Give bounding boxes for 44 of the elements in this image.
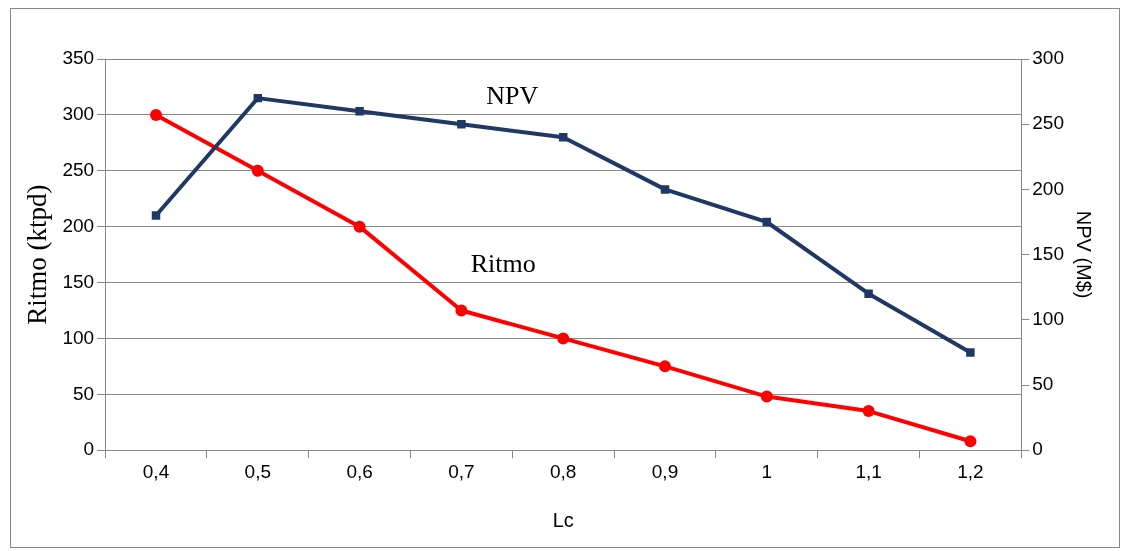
point: [355, 106, 364, 116]
y-tick-label: 250: [62, 159, 95, 181]
y2-tick-label: 0: [1032, 438, 1043, 460]
x-tick-label: 0,5: [244, 460, 272, 482]
y-tick-label: 50: [72, 382, 95, 404]
series-label: NPV: [486, 81, 539, 111]
y2-tick-label: 250: [1032, 112, 1064, 134]
y2-axis-title: NPV (M$): [1073, 210, 1096, 299]
y2-tick-label: 100: [1032, 308, 1064, 330]
y-tick-label: 300: [62, 103, 95, 125]
point: [964, 435, 977, 448]
x-tick-label: 0,7: [448, 460, 475, 482]
y2-tick-label: 200: [1032, 177, 1064, 199]
y-axis-title: Ritmo (ktpd): [22, 184, 53, 325]
point: [966, 348, 975, 357]
point: [457, 119, 466, 129]
series-label: Ritmo: [470, 249, 536, 279]
x-tick-label: 1: [761, 460, 773, 482]
y-tick-label: 350: [62, 47, 95, 69]
point: [660, 185, 670, 194]
point: [150, 108, 162, 121]
y2-tick-label: 50: [1032, 373, 1054, 395]
x-tick-label: 0,4: [142, 460, 170, 482]
y-tick-label: 100: [62, 326, 95, 348]
x-tick-label: 1,2: [957, 460, 984, 482]
x-tick-label: 0,6: [346, 460, 373, 482]
y2-tick-label: 300: [1032, 47, 1064, 69]
point: [760, 390, 773, 403]
x-tick-label: 0,8: [549, 460, 577, 482]
x-tick-label: 1,1: [855, 460, 882, 482]
x-tick-label: 0,9: [651, 460, 679, 482]
x-axis-title: Lc: [552, 508, 574, 531]
point: [659, 360, 671, 373]
y2-tick-label: 150: [1032, 242, 1064, 264]
y-tick-label: 200: [62, 214, 95, 236]
y-tick-label: 150: [62, 270, 95, 292]
point: [151, 211, 161, 220]
point: [455, 304, 468, 317]
y-tick-label: 0: [83, 438, 95, 460]
point: [353, 220, 366, 233]
point: [557, 332, 570, 345]
point: [864, 289, 873, 298]
point: [251, 164, 264, 177]
point: [862, 405, 875, 418]
